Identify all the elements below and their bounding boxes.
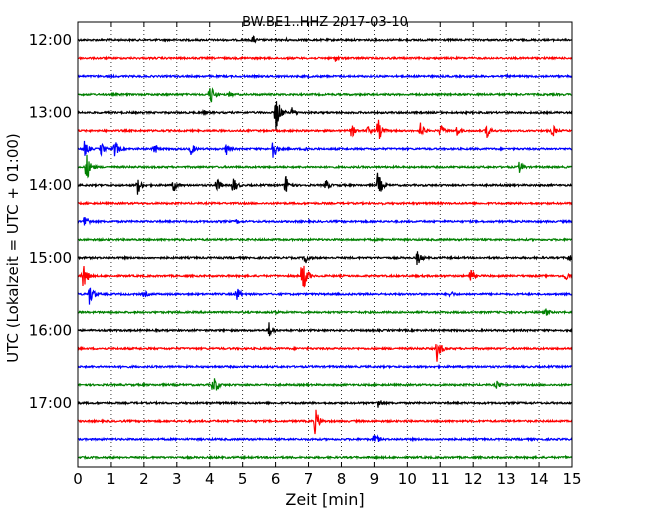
x-tick-label: 3	[172, 470, 182, 488]
trace-1515	[77, 265, 573, 288]
trace-1445	[77, 236, 573, 243]
trace-1430	[77, 216, 573, 226]
trace-1545	[78, 308, 573, 316]
x-tick-label: 8	[337, 470, 347, 488]
x-tick-label: 6	[271, 470, 281, 488]
seismic-traces	[77, 35, 573, 461]
trace-1715	[77, 409, 573, 435]
x-tick-label: 5	[238, 470, 248, 488]
x-tick-label: 10	[398, 470, 417, 488]
x-tick-label: 4	[205, 470, 215, 488]
grid-lines	[110, 22, 540, 467]
trace-1530	[77, 287, 573, 305]
trace-1730	[77, 434, 573, 443]
x-tick-label: 13	[497, 470, 516, 488]
trace-1400	[77, 172, 573, 195]
x-tick-label: 2	[139, 470, 149, 488]
trace-1345	[77, 154, 573, 179]
trace-1330	[77, 140, 573, 158]
y-tick-label: 14:00	[29, 176, 72, 194]
y-tick-label: 16:00	[29, 321, 72, 339]
trace-1615	[77, 344, 573, 362]
x-tick-label: 9	[370, 470, 380, 488]
x-tick-label: 14	[530, 470, 549, 488]
x-axis-label: Zeit [min]	[285, 490, 364, 509]
trace-1415	[77, 200, 573, 207]
y-tick-label: 17:00	[29, 394, 72, 412]
trace-1200	[77, 35, 573, 44]
trace-1630	[77, 363, 573, 370]
trace-1245	[77, 87, 573, 103]
x-tick-label: 1	[106, 470, 116, 488]
x-tick-label: 15	[562, 470, 581, 488]
trace-1645	[77, 378, 573, 391]
trace-1300	[77, 101, 573, 132]
y-tick-label: 12:00	[29, 31, 72, 49]
axis-ticks: 0 1 2 3 4 5 6 7 8 9 10 11 12 13 14 1512:0013:0014:0015:…	[29, 22, 582, 488]
x-tick-label: 7	[304, 470, 314, 488]
trace-1215	[77, 54, 573, 62]
y-tick-label: 15:00	[29, 249, 72, 267]
x-tick-label: 12	[464, 470, 483, 488]
trace-1600	[77, 322, 573, 337]
y-tick-label: 13:00	[29, 104, 72, 122]
trace-1500	[77, 251, 573, 266]
plot-frame	[77, 21, 573, 468]
trace-1315	[77, 119, 573, 140]
y-axis-label: UTC (Lokalzeit = UTC + 01:00)	[4, 133, 22, 363]
trace-1745	[78, 454, 573, 461]
x-tick-label: 11	[431, 470, 450, 488]
x-tick-label: 0	[73, 470, 83, 488]
trace-1230	[77, 72, 573, 80]
trace-1700	[77, 399, 573, 408]
